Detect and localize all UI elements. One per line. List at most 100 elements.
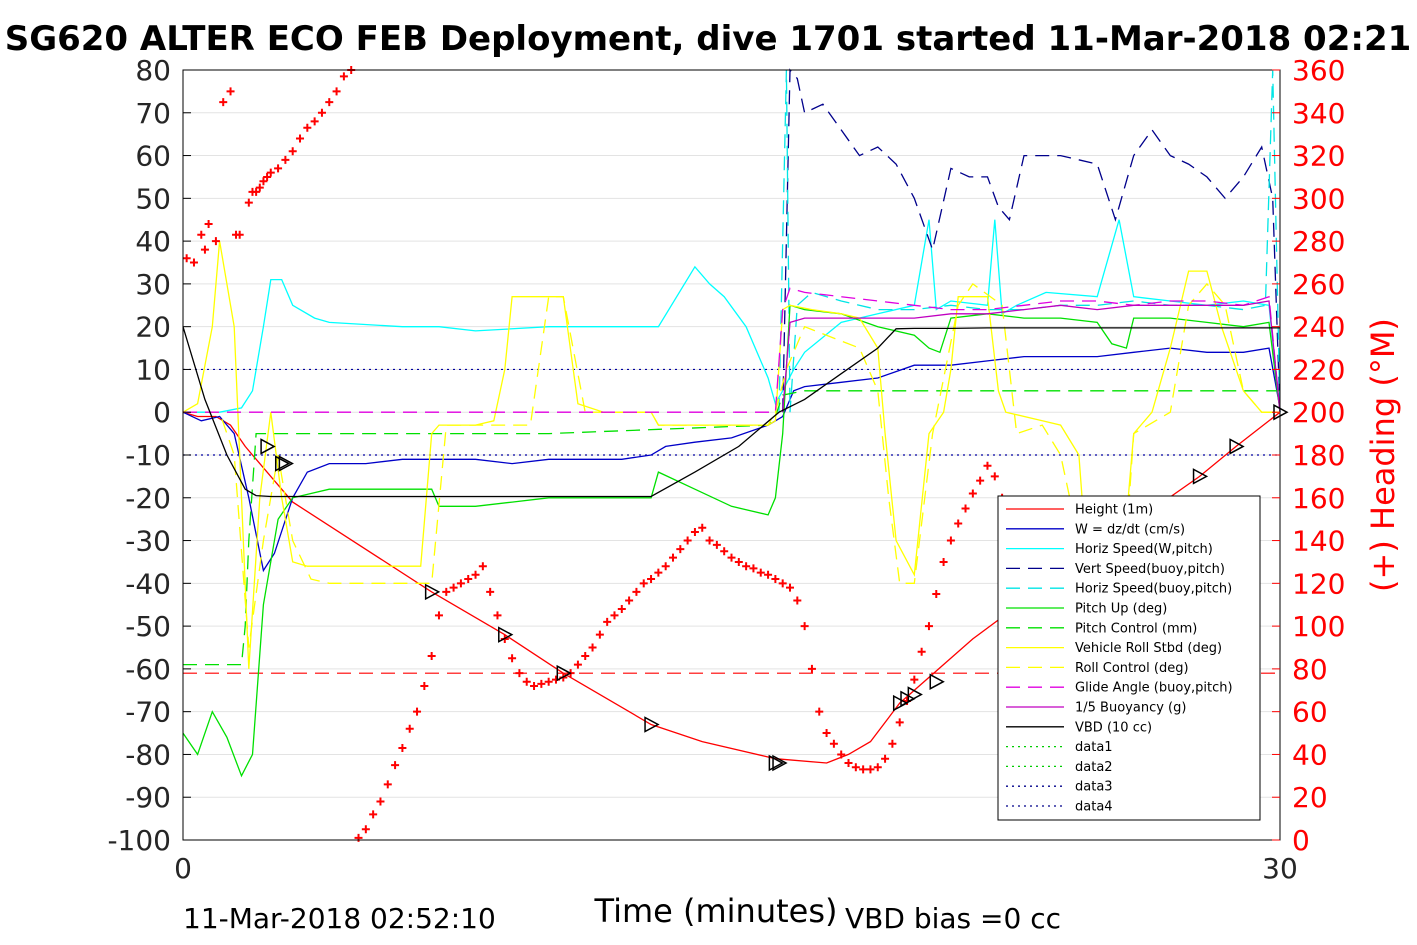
series-w [182, 347, 1281, 573]
heading-point [376, 797, 385, 806]
y-tick-label: -30 [125, 525, 171, 558]
y-axis-left: 80 70 60 50 40 30 20 10 0 -10 -20 -30 -40 -50 -60 -70 -8… [107, 54, 191, 857]
heading-point [873, 763, 882, 772]
timestamp: 11-Mar-2018 02:52:10 [183, 902, 496, 935]
heading-point [354, 833, 363, 842]
heading-point [235, 230, 244, 239]
series-vert_buoy [782, 68, 1281, 413]
heading-point [844, 759, 853, 767]
y-tick-label: -40 [125, 567, 171, 600]
heading-point [822, 729, 831, 738]
legend-label: Roll Control (deg) [1075, 661, 1189, 676]
heading-point [197, 230, 206, 239]
heading-point [727, 553, 736, 562]
heading-point [317, 108, 326, 117]
y-right-tick-label: 340 [1292, 97, 1345, 130]
heading-point [332, 87, 341, 96]
y-tick-label: 80 [135, 54, 171, 87]
y-right-tick-label: 320 [1292, 140, 1345, 173]
heading-point [244, 198, 253, 207]
y-right-tick-label: 120 [1292, 567, 1345, 600]
y-right-tick-label: 260 [1292, 268, 1345, 301]
legend-label: 1/5 Buoyancy (g) [1075, 701, 1186, 716]
heading-point [405, 724, 414, 733]
depth-marker [892, 694, 909, 712]
y-tick-label: -20 [125, 482, 171, 515]
heading-point [204, 220, 213, 228]
legend-label: Height (1m) [1075, 503, 1153, 518]
heading-point [610, 611, 619, 620]
depth-marker [1229, 438, 1245, 455]
heading-point [990, 472, 999, 481]
depth-marker [768, 754, 784, 772]
heading-point [398, 744, 407, 753]
heading-point [859, 765, 868, 774]
y-right-tick-label: 0 [1292, 824, 1310, 857]
heading-point [537, 679, 546, 688]
x-axis: 0 30 [174, 832, 1298, 885]
heading-point [449, 583, 458, 592]
heading-point [712, 540, 721, 549]
heading-point [369, 810, 378, 819]
y-right-tick-label: 300 [1292, 182, 1345, 215]
heading-point [478, 562, 487, 571]
heading-point [625, 596, 634, 605]
y-tick-label: 0 [153, 396, 171, 429]
y-right-tick-label: 20 [1292, 781, 1328, 814]
heading-point [946, 536, 955, 545]
depth-marker [556, 664, 572, 682]
heading-point [954, 519, 963, 528]
heading-point [837, 750, 846, 759]
depth-marker [907, 686, 923, 703]
heading-point [486, 587, 495, 596]
heading-point [464, 575, 473, 584]
heading-point [189, 258, 198, 267]
heading-point [866, 765, 875, 774]
chart-title: SG620 ALTER ECO FEB Deployment, dive 170… [5, 19, 1412, 59]
heading-point [255, 183, 264, 192]
y-tick-label: 30 [135, 268, 171, 301]
heading-point [617, 605, 626, 613]
heading-point [383, 780, 392, 789]
series-pitch_ctrl [183, 390, 1280, 666]
legend-label: data2 [1075, 760, 1113, 775]
heading-point [420, 682, 429, 690]
heading-point [771, 575, 780, 584]
heading-point [734, 557, 743, 566]
y-tick-label: 60 [135, 140, 171, 173]
depth-marker [260, 438, 276, 455]
heading-point [939, 557, 948, 566]
legend-label: data1 [1075, 740, 1113, 755]
y-right-tick-label: 280 [1292, 225, 1345, 258]
series-glide [183, 287, 1281, 413]
y-right-tick-label: 160 [1292, 482, 1345, 515]
heading-point [742, 562, 751, 571]
heading-point [263, 172, 272, 181]
y-axis-right: 3603403203002802602402202001801601401201… [1272, 54, 1345, 857]
heading-point [807, 664, 816, 673]
legend-label: Vehicle Roll Stbd (deg) [1075, 641, 1222, 656]
heading-point [413, 707, 422, 716]
depth-marker [278, 455, 294, 472]
heading-point [851, 763, 860, 772]
heading-point [303, 123, 312, 132]
heading-point [325, 98, 334, 107]
heading-point [588, 643, 597, 652]
y-right-tick-label: 40 [1292, 738, 1328, 771]
heading-point [632, 587, 641, 596]
y-tick-label: 40 [135, 225, 171, 258]
heading-point [676, 545, 685, 554]
heading-point [668, 553, 677, 562]
heading-point [749, 564, 758, 573]
heading-point [281, 155, 290, 164]
heading-point [434, 611, 443, 620]
heading-point [266, 168, 275, 177]
y-right-tick-label: 180 [1292, 439, 1345, 472]
heading-point [522, 677, 531, 686]
heading-point [705, 536, 714, 545]
heading-point [968, 489, 977, 498]
depth-marker [929, 673, 945, 690]
heading-point [793, 596, 802, 605]
heading-point [778, 579, 787, 588]
